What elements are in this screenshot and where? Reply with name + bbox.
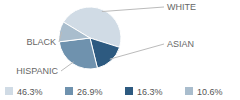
legend-swatch [125, 87, 133, 95]
leader-line [59, 32, 62, 42]
pie-slice [59, 22, 90, 42]
leader-line [110, 44, 164, 59]
legend-label: 46.3% [17, 87, 43, 97]
legend-swatch [185, 87, 193, 95]
slice-label: BLACK [26, 37, 56, 47]
leader-line [102, 7, 164, 12]
legend-label: 10.6% [197, 87, 223, 97]
pie-slice [59, 38, 97, 69]
leader-line [61, 62, 74, 71]
legend-label: 26.9% [77, 87, 103, 97]
chart: WHITE 46.3% ASIAN 16.3% HISPANIC 26.9% BLACK 10… [0, 0, 240, 100]
pie [59, 7, 121, 69]
slice-label: ASIAN [167, 39, 194, 49]
legend-swatch [65, 87, 73, 95]
slice-label: WHITE [167, 2, 196, 12]
legend-swatch [5, 87, 13, 95]
slice-label: HISPANIC [16, 66, 58, 76]
legend-label: 16.3% [137, 87, 163, 97]
